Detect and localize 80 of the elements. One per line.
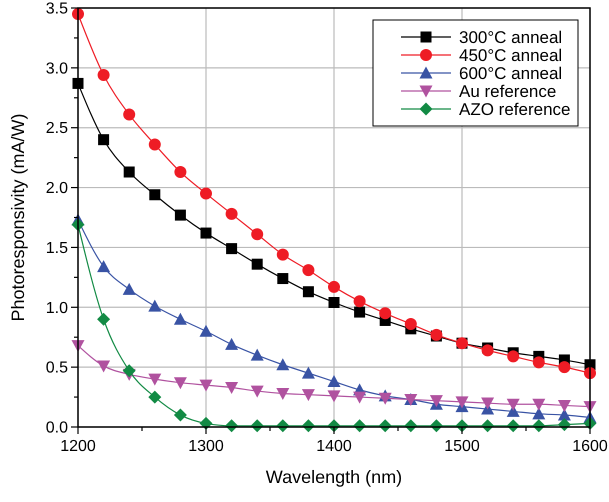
legend-label: 450°C anneal (459, 46, 562, 65)
point (302, 264, 314, 276)
point (354, 306, 366, 318)
point (506, 398, 520, 411)
point (404, 318, 417, 330)
point (379, 307, 392, 320)
point (482, 344, 494, 356)
y-tick-label: 2.5 (46, 120, 68, 138)
point (378, 392, 392, 405)
point (481, 398, 494, 410)
point (250, 386, 264, 398)
point (532, 356, 545, 368)
point (122, 282, 136, 295)
point (252, 258, 263, 270)
point (302, 366, 315, 379)
point (558, 361, 570, 374)
point (354, 295, 366, 308)
point (148, 138, 161, 150)
point (98, 134, 110, 146)
point (97, 260, 110, 272)
point (276, 248, 289, 261)
point (276, 388, 290, 400)
y-tick-label: 1.5 (46, 240, 68, 257)
point (276, 358, 290, 370)
point (250, 348, 264, 361)
point (456, 396, 468, 408)
point (200, 188, 212, 200)
point (353, 392, 366, 404)
point (328, 280, 340, 293)
point (97, 312, 110, 326)
point (148, 300, 162, 312)
point (174, 408, 187, 422)
point (98, 69, 110, 82)
point (200, 380, 212, 392)
point (507, 350, 520, 362)
point (277, 273, 288, 284)
point (97, 360, 110, 372)
legend-label: AZO reference (459, 100, 570, 119)
point (148, 374, 162, 386)
point (174, 166, 186, 178)
y-tick-label: 3.0 (46, 60, 68, 78)
point (148, 390, 162, 404)
point (558, 400, 571, 412)
point (124, 166, 135, 178)
y-tick-label: 0.0 (46, 420, 68, 436)
point (226, 243, 238, 254)
legend-label: 300°C anneal (459, 28, 562, 47)
point (174, 210, 186, 221)
point (149, 189, 160, 200)
point (532, 398, 546, 411)
point (302, 389, 315, 402)
point (225, 338, 238, 350)
point (200, 324, 212, 337)
point (174, 377, 187, 390)
x-tick-label: 1400 (316, 438, 352, 455)
y-tick-label: 0.5 (46, 360, 68, 377)
point (123, 108, 136, 121)
y-tick-label: 1.0 (46, 300, 68, 317)
legend-label: 600°C anneal (459, 64, 562, 83)
point (328, 375, 340, 388)
point (430, 395, 443, 408)
point (328, 390, 340, 402)
y-axis-title: Photoresponsivity (mA/W) (8, 113, 28, 322)
point (225, 382, 238, 394)
x-tick-label: 1600 (572, 438, 608, 455)
point (174, 312, 187, 325)
x-tick-label: 1500 (444, 438, 480, 455)
y-tick-label: 2.0 (46, 180, 68, 198)
point (200, 228, 212, 239)
point (251, 228, 264, 240)
legend-label: Au reference (459, 82, 556, 101)
point (302, 286, 314, 298)
point (532, 407, 546, 420)
point (122, 364, 136, 378)
x-tick-label: 1200 (60, 438, 96, 455)
x-tick-label: 1300 (188, 438, 224, 455)
y-tick-label: 3.5 (46, 0, 68, 18)
point (328, 296, 340, 308)
x-axis-title: Wavelength (nm) (266, 467, 402, 487)
point (226, 208, 238, 220)
